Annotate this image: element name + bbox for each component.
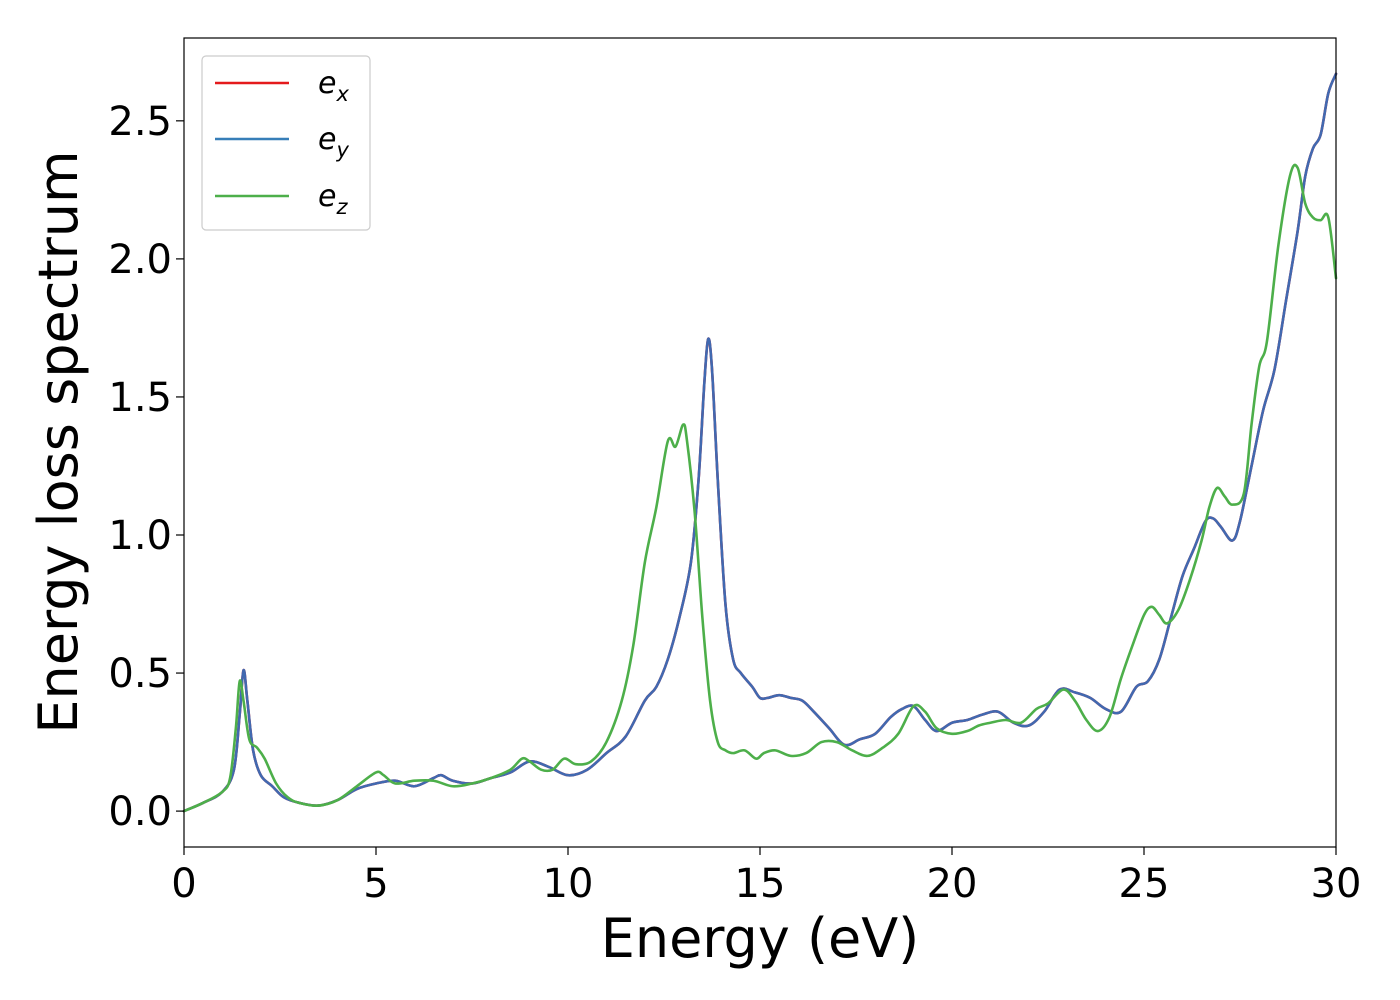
series-layer [182,72,1338,813]
legend: ex ey ez [201,55,371,231]
legend-label-y: ey [318,122,349,162]
x-tick-label: 20 [927,861,978,907]
x-tick-label: 0 [171,861,196,907]
series-line-z [182,163,1338,813]
y-tick-label: 2.0 [108,237,172,283]
legend-box [201,55,371,231]
x-tick-label: 10 [543,861,594,907]
x-tick-label: 25 [1119,861,1170,907]
y-tick-label: 1.0 [108,513,172,559]
y-tick-label: 0.0 [108,789,172,835]
x-tick-label: 15 [735,861,786,907]
y-axis-label: Energy loss spectrum [27,150,90,733]
legend-label-x: ex [318,66,349,106]
y-tick-label: 0.5 [108,651,172,697]
plot-area [184,38,1336,847]
legend-label-z: ez [318,179,348,219]
series-line-y [182,72,1338,813]
y-tick-label: 2.5 [108,99,172,145]
x-axis-ticks: 0 5 10 15 20 25 30 [171,847,1361,907]
x-tick-label: 30 [1311,861,1362,907]
x-axis-label: Energy (eV) [601,907,920,970]
x-tick-label: 5 [363,861,388,907]
y-axis-ticks: 0.0 0.5 1.0 1.5 2.0 2.5 [108,99,184,835]
y-tick-label: 1.5 [108,375,172,421]
